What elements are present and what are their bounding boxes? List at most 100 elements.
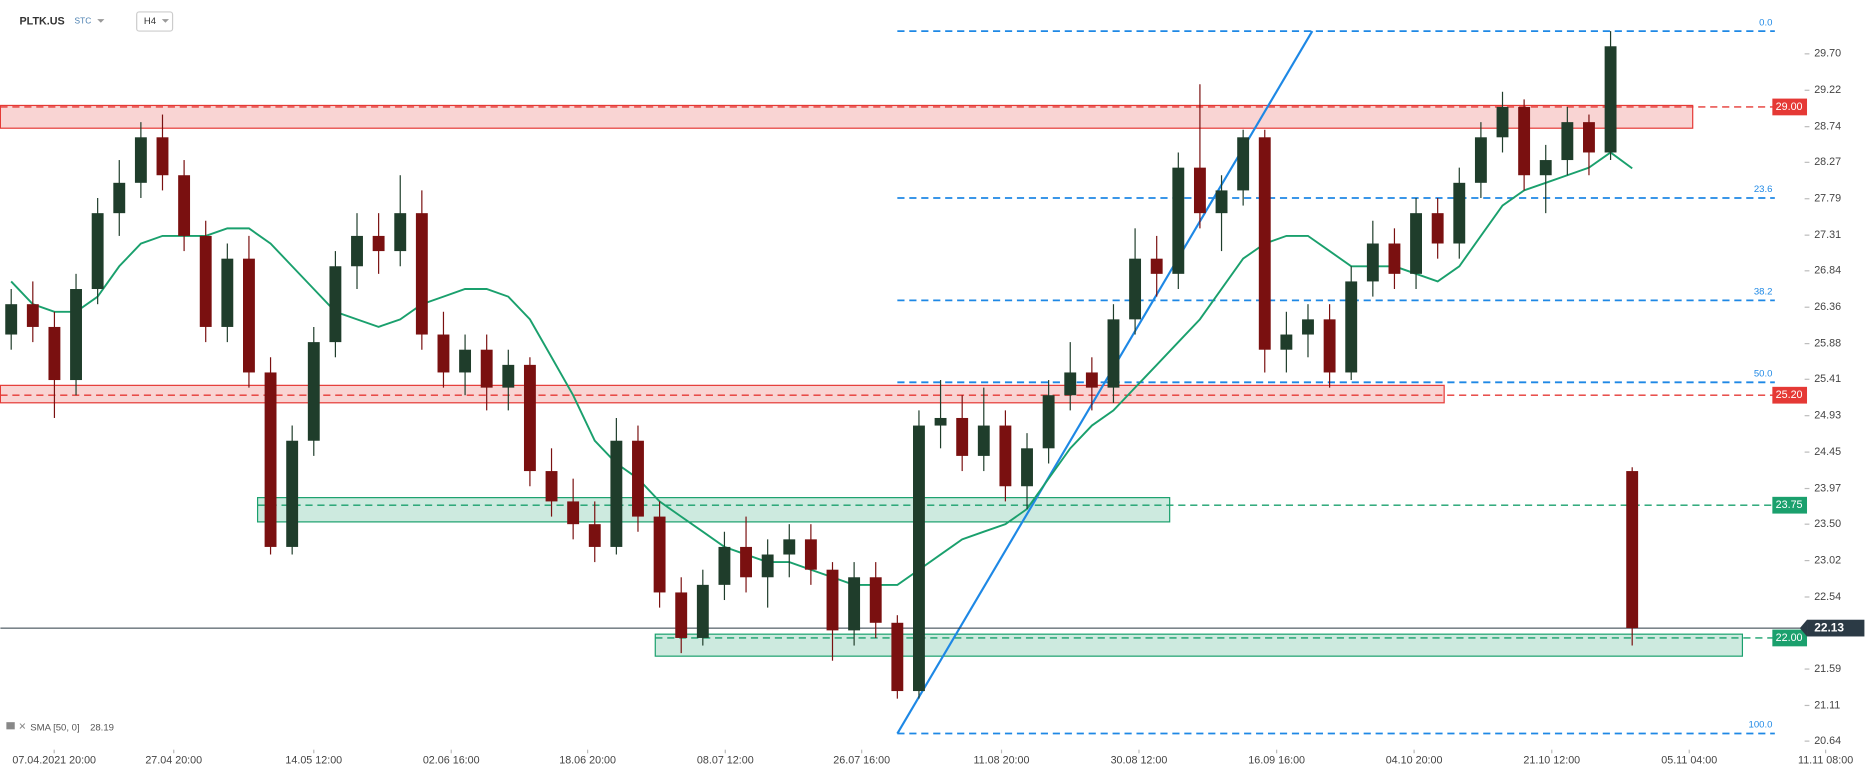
zone — [0, 104, 1694, 129]
candle-body — [718, 546, 731, 585]
candle-body — [156, 137, 169, 176]
y-tick-label: 29.22 — [1814, 84, 1841, 96]
candle-body — [70, 289, 82, 381]
candle-body — [1107, 319, 1120, 388]
candle-body — [415, 213, 428, 335]
candle-body — [264, 372, 277, 547]
candle-body — [1064, 372, 1077, 396]
y-tick-label: 23.02 — [1814, 554, 1841, 566]
candle-body — [567, 501, 580, 525]
zone-level-label: 29.00 — [1776, 101, 1803, 113]
fib-label: 50.0 — [1754, 368, 1773, 379]
candle-body — [1431, 213, 1444, 244]
interval[interactable]: H4 — [144, 16, 157, 27]
candle-body — [1215, 190, 1228, 214]
x-tick-label: 18.06 20:00 — [559, 754, 616, 766]
candle-body — [329, 266, 342, 343]
y-tick-label: 28.27 — [1814, 156, 1841, 168]
y-tick-label: 26.36 — [1814, 301, 1841, 313]
candle-body — [1626, 471, 1639, 629]
candle-body — [1388, 243, 1401, 274]
x-tick-label: 04.10 20:00 — [1386, 754, 1443, 766]
dropdown-icon[interactable] — [161, 19, 169, 23]
candle-body — [1366, 243, 1379, 282]
y-tick-label: 21.11 — [1814, 699, 1840, 711]
candle-body — [913, 425, 925, 692]
candle-body — [1280, 334, 1293, 350]
fib-label: 0.0 — [1759, 17, 1772, 28]
y-tick-label: 25.41 — [1814, 373, 1841, 385]
candle-body — [1539, 160, 1552, 176]
candle-body — [1150, 258, 1163, 274]
candle-body — [588, 524, 601, 547]
candle-body — [891, 622, 904, 692]
candle-body — [869, 577, 882, 623]
candle-body — [1496, 106, 1509, 138]
candle-body — [1258, 137, 1271, 350]
candle-body — [480, 349, 493, 388]
candle-body — [502, 364, 515, 388]
last-price-label: 22.13 — [1814, 620, 1844, 634]
candle-body — [653, 516, 666, 593]
candle-body — [675, 592, 688, 638]
candle-body — [307, 342, 320, 441]
candle-body — [113, 182, 126, 214]
x-tick-label: 26.07 16:00 — [833, 754, 890, 766]
x-tick-label: 21.10 12:00 — [1523, 754, 1580, 766]
candle-body — [999, 425, 1012, 487]
candle-body — [372, 235, 385, 252]
candle-body — [178, 175, 191, 236]
x-tick-label: 30.08 12:00 — [1111, 754, 1168, 766]
x-tick-label: 11.11 08:00 — [1798, 754, 1853, 766]
interval-button[interactable] — [136, 11, 174, 32]
dropdown-icon[interactable] — [97, 19, 105, 23]
market[interactable]: STC — [75, 16, 92, 26]
candle-body — [761, 554, 774, 578]
x-tick-label: 07.04.2021 20:00 — [12, 754, 96, 766]
candle-body — [1410, 213, 1422, 274]
candle-body — [221, 258, 234, 327]
candle-body — [1302, 319, 1314, 335]
zone-level-badge — [1772, 386, 1808, 404]
candle-body — [1085, 372, 1098, 388]
candle-body — [199, 235, 212, 327]
candle-body — [610, 440, 623, 547]
candle-body — [1172, 167, 1185, 274]
x-tick-label: 08.07 12:00 — [697, 754, 754, 766]
indicator-close[interactable]: ✕ — [18, 721, 26, 732]
candle-body — [1345, 281, 1358, 373]
last-price-badge — [1807, 619, 1865, 637]
zone-level-label: 22.00 — [1776, 632, 1803, 644]
candle-body — [1042, 395, 1055, 449]
y-tick-label: 26.84 — [1814, 265, 1841, 277]
candle-body — [826, 569, 839, 631]
candle-body — [1604, 46, 1617, 153]
y-tick-label: 24.93 — [1814, 410, 1841, 422]
indicator-icon[interactable] — [6, 722, 15, 730]
candle-body — [956, 417, 969, 456]
candle-body — [1474, 137, 1487, 183]
candle-body — [1518, 106, 1531, 176]
candle-body — [1323, 319, 1336, 373]
zone-level-badge — [1772, 629, 1808, 647]
x-tick-label: 02.06 16:00 — [423, 754, 480, 766]
zone — [654, 633, 1744, 657]
y-tick-label: 23.50 — [1814, 518, 1841, 530]
y-tick-label: 29.70 — [1814, 48, 1841, 60]
y-tick-label: 28.74 — [1814, 121, 1841, 133]
y-tick-label: 27.31 — [1814, 229, 1841, 241]
x-tick-label: 14.05 12:00 — [285, 754, 342, 766]
symbol[interactable]: PLTK.US — [20, 15, 65, 27]
candle-body — [48, 326, 61, 381]
fib-label: 100.0 — [1749, 720, 1773, 731]
candle-body — [394, 213, 407, 252]
fib-label: 23.6 — [1754, 184, 1773, 195]
candle-body — [523, 364, 536, 472]
y-tick-label: 27.79 — [1814, 193, 1841, 205]
sma-line — [10, 151, 1633, 586]
candle-body — [1583, 122, 1595, 153]
candle-body — [26, 304, 39, 327]
x-tick-label: 11.08 20:00 — [974, 754, 1030, 766]
